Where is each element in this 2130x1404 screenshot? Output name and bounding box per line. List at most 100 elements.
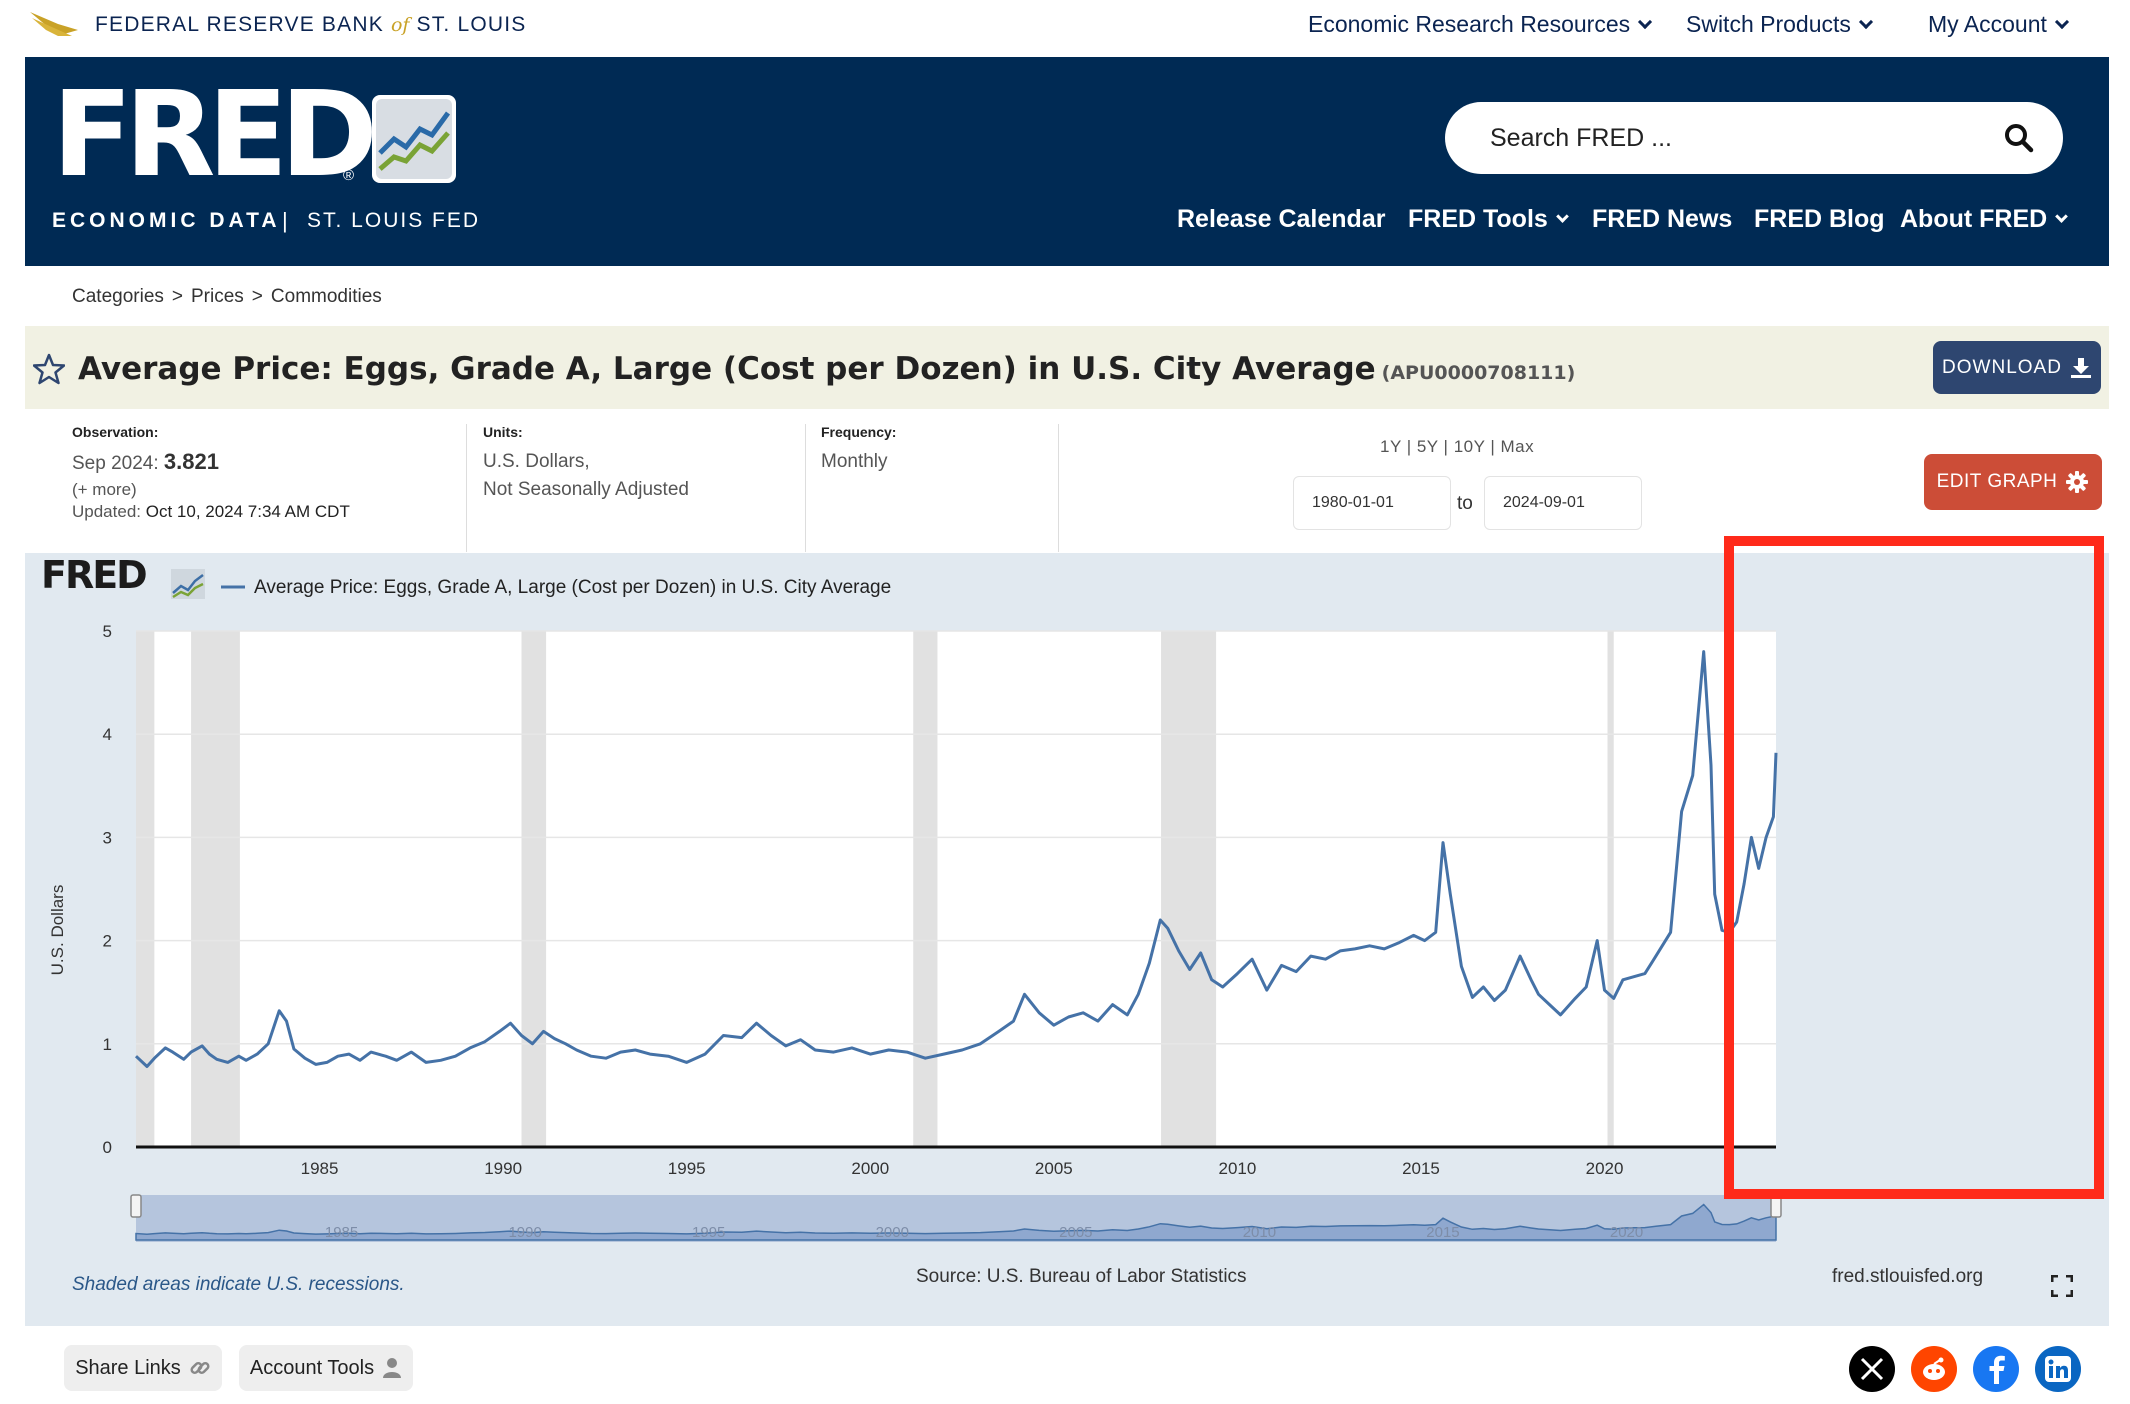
x-tick-label: 1985 (301, 1159, 339, 1178)
recession-band (191, 631, 240, 1147)
fred-header: FRED ® ECONOMIC DATA | ST. LOUIS FED Rel… (25, 57, 2109, 266)
nav-economic-research-resources[interactable]: Economic Research Resources (1308, 11, 1653, 38)
units-label: Units: (483, 424, 523, 440)
nav-about-fred[interactable]: About FRED (1900, 205, 2069, 234)
x-tick-label: 1990 (484, 1159, 522, 1178)
legend-series-label: Average Price: Eggs, Grade A, Large (Cos… (254, 577, 891, 598)
share-links-button[interactable]: Share Links (64, 1345, 222, 1391)
fred-logo[interactable]: FRED (52, 65, 378, 203)
date-to-label: to (1457, 493, 1473, 514)
breadcrumb-commodities[interactable]: Commodities (270, 286, 382, 307)
y-tick-label: 3 (103, 828, 112, 847)
navigator-series (135, 1203, 1777, 1241)
more-observations-link[interactable]: (+ more) (72, 480, 137, 499)
units-block: Units: U.S. Dollars, Not Seasonally Adju… (483, 424, 803, 552)
series-title: Average Price: Eggs, Grade A, Large (Cos… (78, 351, 1576, 387)
legend-fred-chart-icon (171, 569, 205, 599)
meta-divider (1058, 424, 1059, 552)
series-id: (APU0000708111) (1381, 362, 1576, 384)
navigator-label: 2015 (1426, 1224, 1459, 1241)
breadcrumb-prices[interactable]: Prices (191, 286, 244, 307)
facebook-icon[interactable] (1973, 1346, 2019, 1392)
observation-value: Sep 2024: 3.821 (72, 449, 219, 474)
observation-label: Observation: (72, 424, 159, 440)
units-value: U.S. Dollars, Not Seasonally Adjusted (483, 451, 689, 500)
nav-fred-tools[interactable]: FRED Tools (1408, 205, 1569, 234)
site-url[interactable]: fred.stlouisfed.org (1832, 1266, 1984, 1287)
x-tick-label: 2005 (1035, 1159, 1073, 1178)
observation-block: Observation: Sep 2024: 3.821 (+ more) Up… (72, 424, 452, 552)
chevron-down-icon (2054, 14, 2069, 29)
star-icon[interactable] (33, 353, 65, 385)
download-button[interactable]: DOWNLOAD (1933, 341, 2101, 394)
recession-band (1161, 631, 1217, 1147)
source-note[interactable]: Source: U.S. Bureau of Labor Statistics (916, 1266, 1247, 1287)
bank-name[interactable]: FEDERAL RESERVE BANK of ST. LOUIS (95, 13, 527, 36)
x-tick-label: 2000 (851, 1159, 889, 1178)
x-twitter-icon[interactable] (1849, 1346, 1895, 1392)
search-input[interactable] (1490, 120, 1970, 156)
x-tick-label: 1995 (668, 1159, 706, 1178)
frequency-block: Frequency: Monthly (821, 424, 1051, 552)
edit-graph-button[interactable]: EDIT GRAPH (1924, 454, 2102, 510)
nav-fred-news[interactable]: FRED News (1592, 205, 1733, 233)
end-date-input[interactable]: 2024-09-01 (1484, 476, 1642, 530)
nav-switch-products[interactable]: Switch Products (1686, 11, 1873, 38)
recession-band (521, 631, 547, 1147)
navigator-label: 1995 (692, 1224, 725, 1241)
navigator-label: 2005 (1059, 1224, 1092, 1241)
x-tick-label: 2015 (1402, 1159, 1440, 1178)
breadcrumb-separator: > (171, 286, 183, 307)
x-tick-label: 2020 (1586, 1159, 1624, 1178)
nav-release-calendar[interactable]: Release Calendar (1177, 205, 1386, 233)
y-tick-label: 0 (103, 1138, 112, 1157)
tagline-st-louis-fed: ST. LOUIS FED (307, 209, 481, 232)
y-tick-label: 1 (103, 1035, 112, 1054)
y-tick-label: 4 (103, 725, 112, 744)
linkedin-icon[interactable] (2035, 1346, 2081, 1392)
series-line (134, 650, 1778, 1068)
y-axis-title: U.S. Dollars (48, 885, 67, 976)
tagline-economic-data: ECONOMIC DATA (52, 209, 281, 232)
x-tick-label: 2010 (1218, 1159, 1256, 1178)
y-tick-label: 2 (103, 932, 112, 951)
recession-note: Shaded areas indicate U.S. recessions. (72, 1274, 405, 1295)
nav-fred-blog[interactable]: FRED Blog (1754, 205, 1885, 233)
y-tick-label: 5 (103, 622, 112, 641)
gear-icon (2066, 471, 2089, 493)
frequency-value: Monthly (821, 451, 888, 472)
fred-chart-logo-icon[interactable] (372, 95, 456, 183)
link-icon (190, 1361, 210, 1375)
account-tools-button[interactable]: Account Tools (239, 1345, 413, 1391)
navigator-label: 1985 (325, 1224, 358, 1241)
navigator-label: 2010 (1243, 1224, 1276, 1241)
search-icon[interactable] (2003, 122, 2035, 154)
federal-reserve-eagle-icon[interactable] (28, 8, 80, 40)
breadcrumb-categories[interactable]: Categories (72, 286, 164, 307)
plot-area (136, 631, 1776, 1147)
recession-band (913, 631, 938, 1147)
navigator-label: 2020 (1610, 1224, 1643, 1241)
meta-divider (466, 424, 467, 552)
updated-info: Updated: Oct 10, 2024 7:34 AM CDT (72, 502, 350, 521)
series-title-bar: Average Price: Eggs, Grade A, Large (Cos… (25, 326, 2109, 409)
navigator-label: 1990 (508, 1224, 541, 1241)
navigator-label: 2000 (876, 1224, 909, 1241)
tagline-separator: | (282, 208, 288, 233)
recession-band (1607, 631, 1614, 1147)
chevron-down-icon (1638, 14, 1653, 29)
nav-my-account[interactable]: My Account (1928, 11, 2069, 38)
chevron-down-icon (2055, 210, 2069, 223)
user-icon (383, 1358, 402, 1378)
registered-mark: ® (343, 167, 355, 184)
start-date-input[interactable]: 1980-01-01 (1293, 476, 1451, 530)
fullscreen-icon[interactable] (2051, 1275, 2073, 1297)
navigator-left-handle[interactable] (130, 1194, 142, 1218)
range-links[interactable]: 1Y | 5Y | 10Y | Max (1380, 437, 1535, 456)
legend-fred-logo: FRED (41, 553, 146, 597)
recession-band (136, 631, 155, 1147)
navigator-right-handle[interactable] (1770, 1194, 1782, 1218)
frequency-label: Frequency: (821, 424, 897, 440)
reddit-icon[interactable] (1911, 1346, 1957, 1392)
